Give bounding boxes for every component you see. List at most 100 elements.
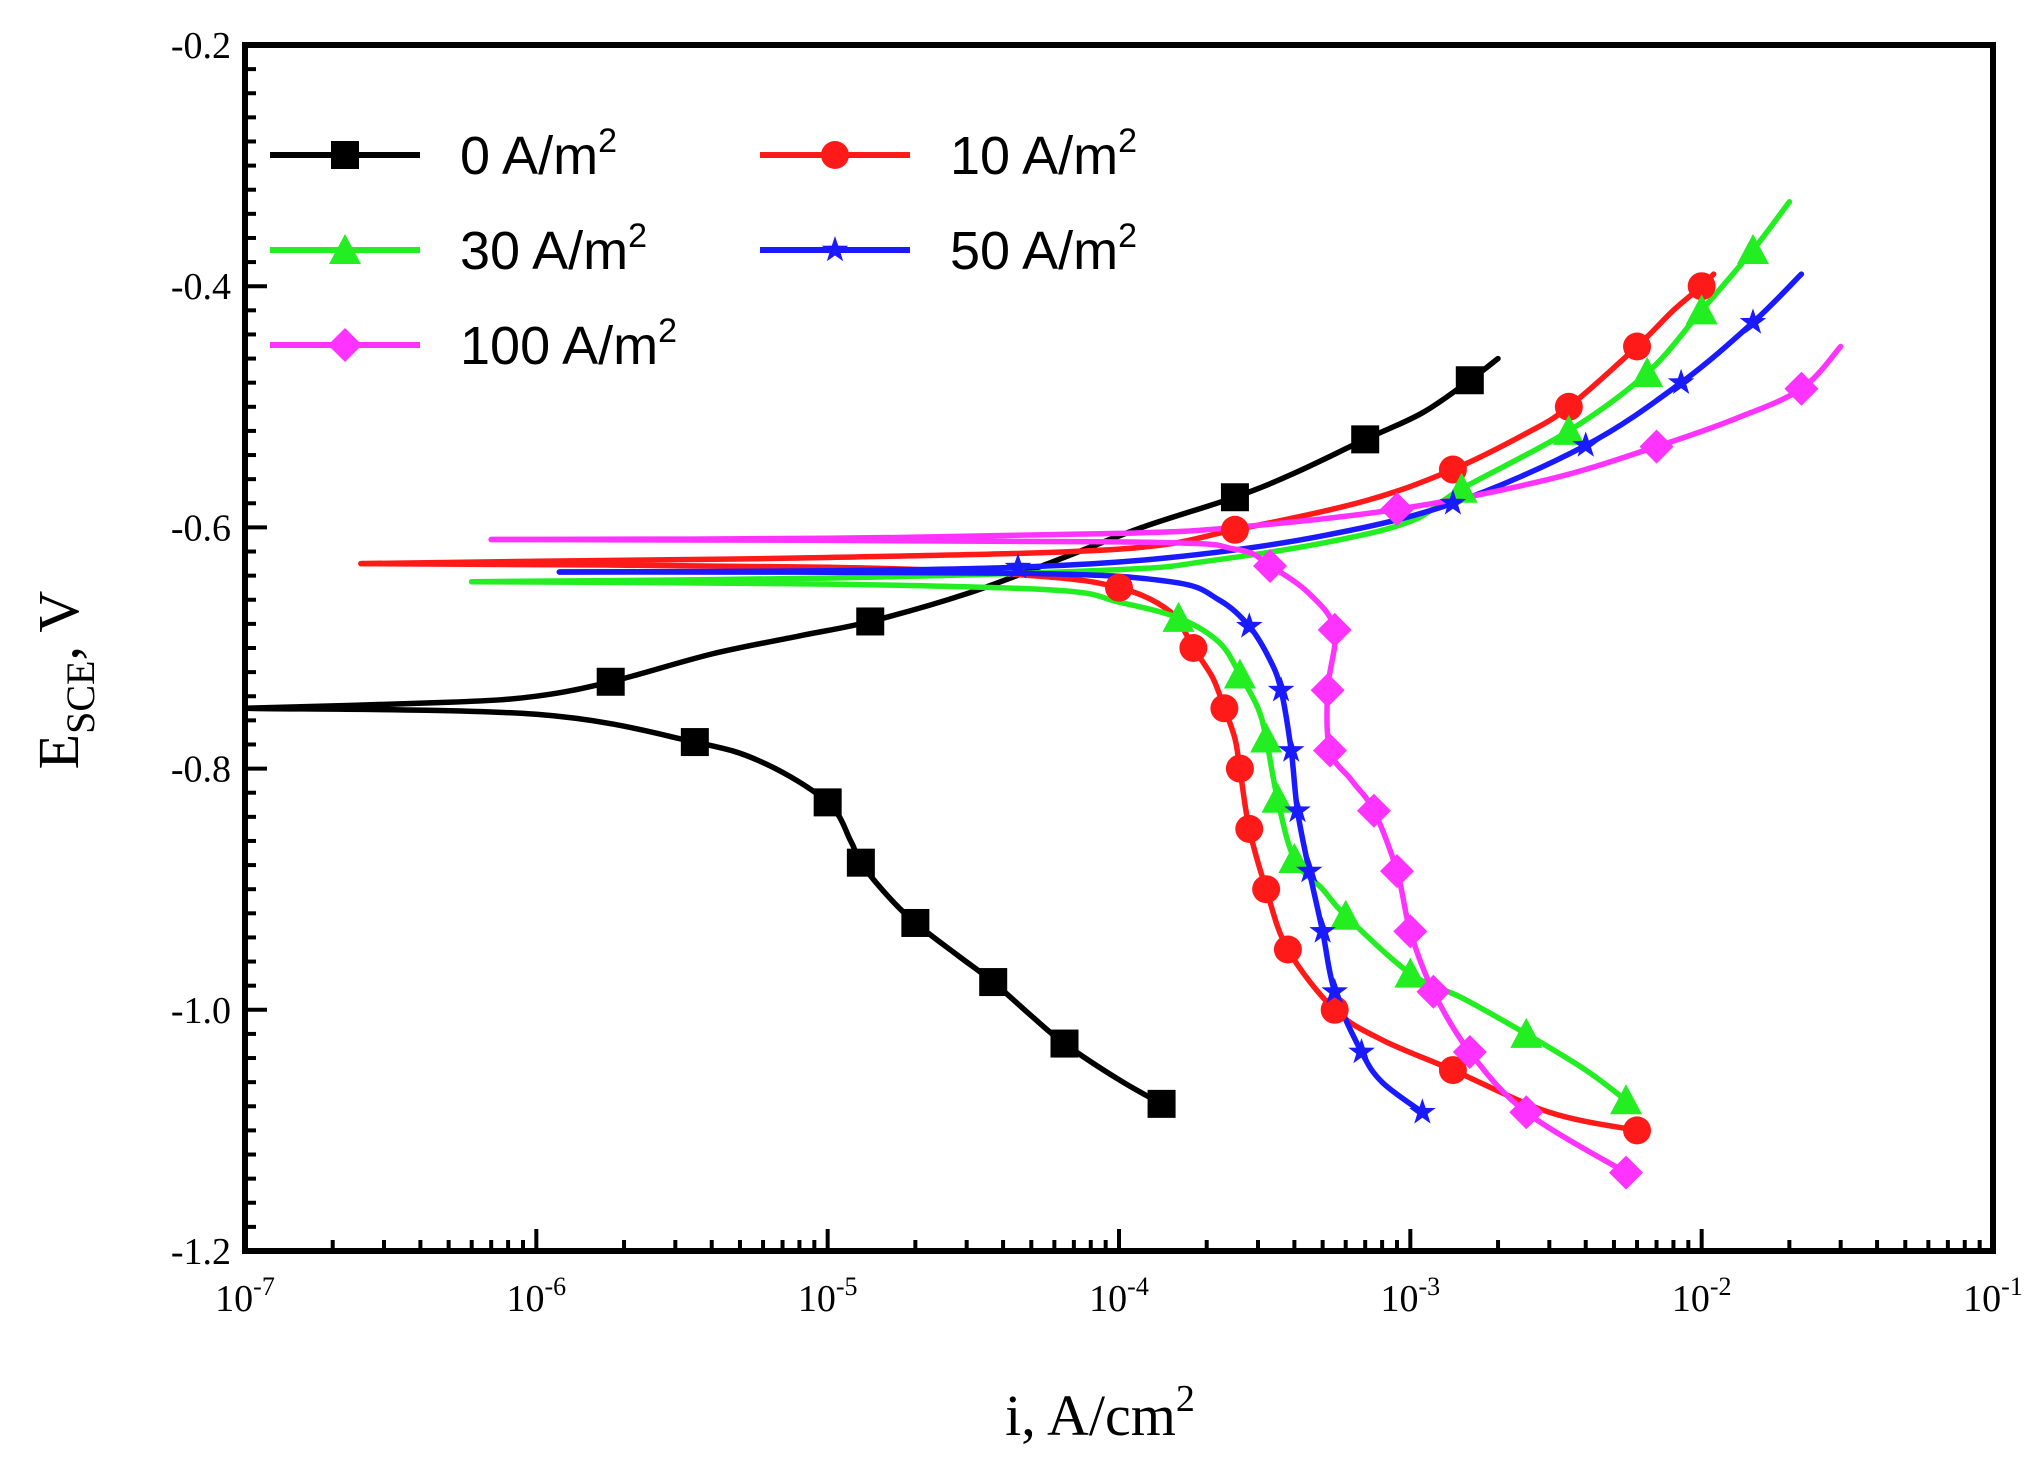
legend-label: 50 A/m2 <box>950 217 1137 281</box>
y-tick-label: -1.2 <box>171 1231 231 1273</box>
legend-label: 10 A/m2 <box>950 122 1137 186</box>
x-tick-label: 10-2 <box>1672 1272 1732 1320</box>
series-30-a-m-point <box>1685 294 1718 325</box>
series-100-a-m-point <box>1313 733 1348 768</box>
x-tick-base: 10 <box>506 1278 544 1320</box>
series-10-a-m-cathodic-line <box>358 560 1640 1134</box>
series-0-a-m-point <box>596 667 625 696</box>
series-100-a-m-point <box>1509 1095 1544 1130</box>
x-tick-exp: -6 <box>544 1272 566 1301</box>
x-tick-exp: -7 <box>253 1272 275 1301</box>
series-100-a-m-point <box>1356 793 1391 828</box>
series-50-a-m-cathodic-line <box>556 569 1426 1116</box>
x-tick-base: 10 <box>798 1278 836 1320</box>
x-tick-labels: 10-7 10-6 10-5 10-4 10-3 10-2 10-1 <box>215 1272 2023 1320</box>
series-100-a-m-point <box>1416 974 1451 1009</box>
series-10-a-m-point <box>1225 754 1254 783</box>
series-30-a-m-point <box>1278 843 1311 874</box>
series-100-a-m-point <box>1253 548 1288 583</box>
x-axis-title-sup: 2 <box>1176 1378 1195 1420</box>
x-tick-exp: -5 <box>836 1272 858 1301</box>
legend-item-100-a-m: 100 A/m2 <box>270 312 677 376</box>
series-30-a-m-point <box>1394 957 1427 988</box>
plot-frame <box>242 42 1996 1254</box>
series-30-a-m-point <box>1329 899 1362 930</box>
series-0-a-m-cathodic-line <box>242 705 1165 1107</box>
series-10-a-m-point <box>1438 1056 1467 1085</box>
series-100-a-m-point <box>1393 914 1428 949</box>
series-30-a-m-point <box>1552 414 1585 445</box>
series-0-a-m-point <box>680 728 709 757</box>
legend-label-sup: 2 <box>598 122 617 160</box>
series-30-a-m-point <box>1736 234 1769 265</box>
y-axis-title-suffix: , V <box>26 591 91 661</box>
x-tick-label: 10-6 <box>506 1272 566 1320</box>
legend-label-main: 30 A/m <box>460 221 628 281</box>
legend-label-main: 10 A/m <box>950 126 1118 186</box>
x-tick-exp: -4 <box>1127 1272 1149 1301</box>
y-tick-label: -0.4 <box>171 266 231 308</box>
x-axis-title: i, A/cm2 <box>1005 1378 1195 1448</box>
x-tick-label: 10-5 <box>798 1272 858 1320</box>
series-30-a-m-anodic-line <box>468 199 1793 585</box>
series-100-a-m-point <box>1380 854 1415 889</box>
series-10-a-m-point <box>1623 1116 1652 1145</box>
series-10-a-m-point <box>1235 814 1264 843</box>
legend-label-sup: 2 <box>1118 217 1137 255</box>
legend-item-30-a-m: 30 A/m2 <box>270 217 647 281</box>
legend-label-sup: 2 <box>658 312 677 350</box>
series-10-a-m-point <box>1179 634 1208 662</box>
series-10-a-m-point <box>1220 515 1249 544</box>
series-10-a-m-point <box>1210 694 1239 723</box>
x-tick-label: 10-1 <box>1963 1272 2023 1320</box>
x-tick-exp: -1 <box>2001 1272 2023 1301</box>
legend-label-sup: 2 <box>628 217 647 255</box>
legend-marker <box>821 141 849 169</box>
series-30-a-m-point <box>1261 782 1294 813</box>
series-50-a-m-point <box>1296 857 1323 883</box>
x-tick-exp: -2 <box>1710 1272 1732 1301</box>
legend-item-0-a-m: 0 A/m2 <box>270 122 617 186</box>
legend-marker <box>329 234 361 264</box>
legend-label: 100 A/m2 <box>460 312 677 376</box>
series-0-a-m-anodic-line <box>242 355 1501 712</box>
series-100-a-m-point <box>1310 673 1345 708</box>
y-tick-label: -0.6 <box>171 507 231 549</box>
series-50-a-m-point <box>1236 612 1263 638</box>
series-100-a-m-point <box>1784 371 1819 406</box>
y-tick-label: -0.2 <box>171 25 231 67</box>
series-10-a-m-point <box>1623 332 1652 361</box>
series-30-a-m-point <box>1510 1017 1543 1048</box>
series-50-a-m-point <box>1667 368 1695 394</box>
series-0-a-m-point <box>901 908 930 937</box>
y-axis-title-sub: SCE <box>58 661 103 734</box>
legend-marker <box>331 141 359 169</box>
series-50-a-m-point <box>1277 736 1305 762</box>
legend-marker <box>821 236 849 262</box>
x-tick-label: 10-7 <box>215 1272 275 1320</box>
series-10-a-m-point <box>1320 995 1349 1024</box>
series-50-a-m-point <box>1348 1038 1375 1064</box>
series-50-a-m-point <box>1409 1098 1436 1124</box>
series-10-a-m-anodic-line <box>358 271 1717 567</box>
x-tick-base: 10 <box>1089 1278 1127 1320</box>
x-tick-base: 10 <box>215 1278 253 1320</box>
series-0-a-m-point <box>846 848 875 877</box>
y-axis-title-group: ESCE, V <box>26 591 103 770</box>
y-tick-labels: -0.2 -0.4 -0.6 -0.8 -1.0 -1.2 <box>171 25 231 1273</box>
series-100-a-m-point <box>1317 612 1352 647</box>
x-tick-base: 10 <box>1380 1278 1418 1320</box>
legend-item-50-a-m: 50 A/m2 <box>760 217 1137 281</box>
series-100-a-m-point <box>1380 492 1415 527</box>
series-10-a-m-point <box>1105 573 1133 602</box>
y-axis-title-main: E <box>26 734 91 769</box>
series-0-a-m-point <box>1220 483 1249 512</box>
y-tick-label: -0.8 <box>171 749 231 791</box>
y-axis-title: ESCE, V <box>26 591 103 770</box>
series-10-a-m-point <box>1554 392 1583 421</box>
legend-marker <box>328 328 362 362</box>
series-0-a-m-point <box>979 968 1008 997</box>
series-30-a-m-point <box>1610 1084 1643 1115</box>
